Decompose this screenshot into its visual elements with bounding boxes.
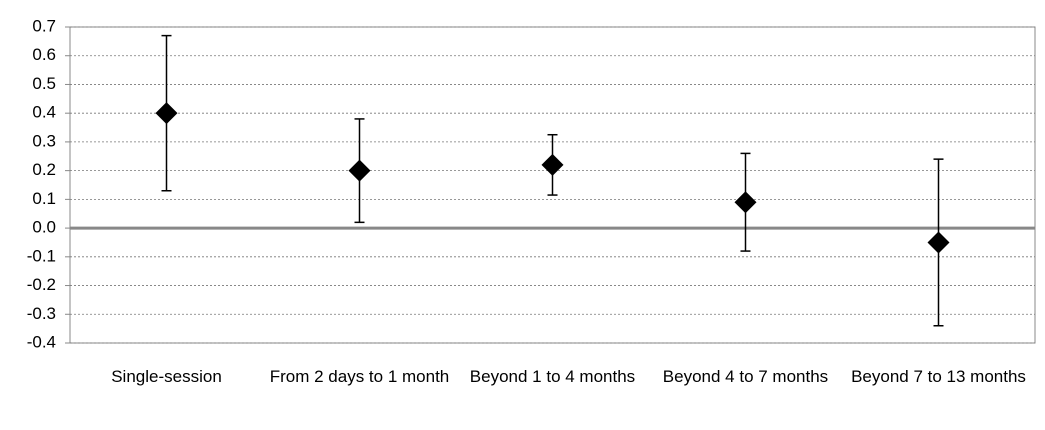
y-tick-label: 0.0: [32, 218, 56, 237]
plot-area: [69, 26, 1036, 344]
y-tick-label: 0.3: [32, 131, 56, 150]
x-tick-label: Beyond 4 to 7 months: [662, 367, 829, 386]
x-tick-label: Beyond 7 to 13 months: [851, 367, 1026, 386]
point: [541, 153, 564, 176]
point: [734, 191, 757, 214]
x-tick-label: Beyond 1 to 4 months: [469, 367, 636, 386]
y-tick-label: -0.4: [27, 332, 56, 351]
y-tick-label: -0.3: [27, 304, 56, 323]
x-tick-label: From 2 days to 1 month: [269, 367, 450, 386]
y-tick-label: 0.2: [32, 160, 56, 179]
x-tick-label: Single-session: [111, 367, 222, 386]
y-tick-label: 0.4: [32, 103, 56, 122]
y-tick-label: 0.6: [32, 45, 56, 64]
y-tick-label: -0.2: [27, 275, 56, 294]
point: [927, 231, 950, 254]
y-tick-label: -0.1: [27, 246, 56, 265]
y-tick-label: 0.5: [32, 74, 56, 93]
y-tick-label: 0.7: [32, 16, 56, 35]
point: [155, 102, 178, 125]
point: [348, 159, 371, 182]
y-tick-label: 0.1: [32, 189, 56, 208]
